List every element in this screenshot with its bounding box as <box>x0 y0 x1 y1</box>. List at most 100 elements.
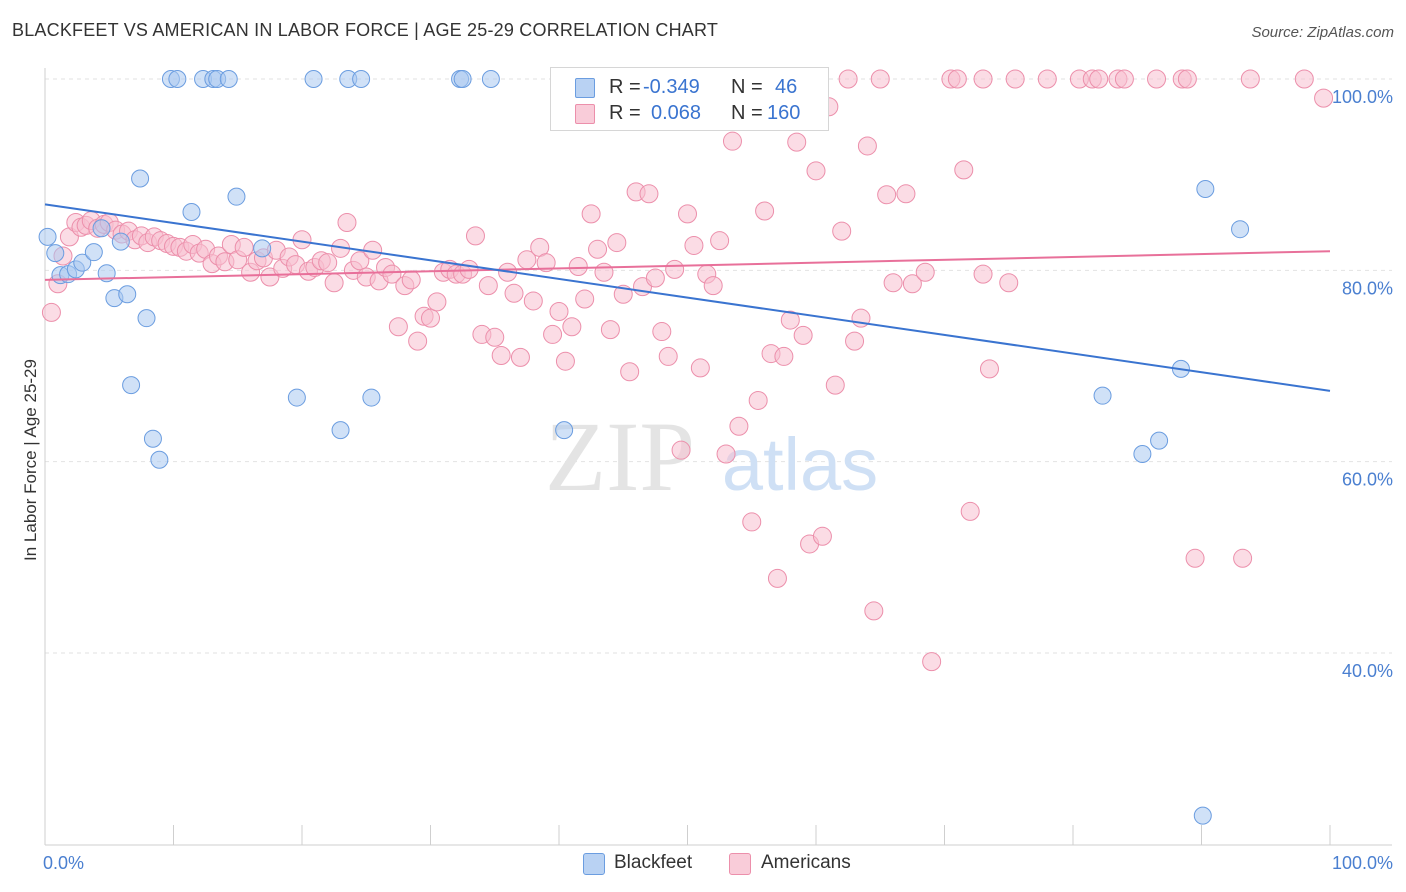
stats-legend: R = -0.349 N = 46 R = 0.068 N = 160 <box>550 67 829 131</box>
americans-point <box>954 160 974 180</box>
bottom-legend-americans: Americans <box>761 852 851 873</box>
americans-point <box>588 239 608 259</box>
blackfeet-point <box>1093 386 1112 405</box>
americans-point <box>658 346 678 366</box>
americans-point <box>960 501 980 521</box>
chart-title: BLACKFEET VS AMERICAN IN LABOR FORCE | A… <box>12 20 719 40</box>
legend-n-americans: 160 <box>767 102 801 124</box>
americans-point <box>1114 69 1134 89</box>
legend-r-americans: 0.068 <box>651 102 702 124</box>
americans-point <box>1233 548 1253 568</box>
americans-point <box>600 320 620 340</box>
blackfeet-point <box>73 253 92 272</box>
x-tick-label: 0.0% <box>43 853 84 873</box>
americans-point <box>973 264 993 284</box>
americans-point <box>832 221 852 241</box>
blackfeet-point <box>84 243 103 262</box>
blackfeet-point <box>219 70 238 88</box>
trend-lines <box>44 203 1331 392</box>
americans-point <box>41 302 61 322</box>
americans-point <box>350 251 370 271</box>
blackfeet-point <box>555 421 574 440</box>
blackfeet-point <box>122 376 141 395</box>
blackfeet-point <box>1196 180 1215 199</box>
bottom-legend-blackfeet-swatch <box>583 853 605 875</box>
americans-point <box>1177 69 1197 89</box>
americans-point <box>1294 69 1314 89</box>
americans-point <box>722 131 742 151</box>
blackfeet-point <box>168 70 187 88</box>
watermark: ZIP atlas <box>545 401 878 512</box>
americans-point <box>1147 69 1167 89</box>
americans-point <box>767 568 787 588</box>
americans-point <box>755 201 775 221</box>
legend-row-americans: R = 0.068 N = 160 <box>551 102 828 128</box>
americans-point <box>684 235 704 255</box>
americans-point <box>620 362 640 382</box>
americans-point <box>1089 69 1109 89</box>
bottom-legend-blackfeet: Blackfeet <box>614 852 693 873</box>
y-tick-label: 100.0% <box>1332 87 1393 107</box>
legend-n-label: N = <box>731 76 763 98</box>
americans-point <box>427 292 447 312</box>
blackfeet-trend-line <box>44 203 1331 392</box>
blackfeet-point <box>352 70 371 88</box>
blackfeet-point <box>481 70 500 88</box>
americans-point <box>1240 69 1260 89</box>
americans-point <box>825 375 845 395</box>
blackfeet-point <box>137 309 156 328</box>
americans-point <box>999 273 1019 293</box>
americans-point <box>780 310 800 330</box>
americans-point <box>729 416 749 436</box>
americans-point <box>716 444 736 464</box>
americans-swatch <box>575 104 595 124</box>
americans-point <box>793 325 813 345</box>
blackfeet-point <box>362 388 381 407</box>
legend-row-blackfeet: R = -0.349 N = 46 <box>551 76 828 102</box>
blackfeet-point <box>92 219 111 238</box>
americans-point <box>478 276 498 296</box>
americans-point <box>408 331 428 351</box>
americans-point <box>870 69 890 89</box>
americans-trend-line <box>44 250 1331 281</box>
americans-point <box>787 132 807 152</box>
americans-point <box>645 268 665 288</box>
americans-point <box>607 233 627 253</box>
americans-point <box>562 317 582 337</box>
watermark-atlas: atlas <box>722 423 878 506</box>
americans-point <box>703 276 723 296</box>
legend-n-label: N = <box>731 102 763 124</box>
americans-point <box>1314 88 1334 108</box>
americans-point <box>523 291 543 311</box>
blackfeet-point <box>453 70 472 88</box>
americans-point <box>710 231 730 251</box>
y-axis-title: In Labor Force | Age 25-29 <box>21 359 40 561</box>
y-tick-label: 80.0% <box>1342 278 1393 298</box>
americans-point <box>568 257 588 277</box>
americans-point <box>485 327 505 347</box>
blackfeet-point <box>38 227 57 246</box>
gridlines <box>45 78 1392 654</box>
blackfeet-point <box>253 239 272 258</box>
blackfeet-point <box>287 388 306 407</box>
blackfeet-point <box>150 450 169 469</box>
americans-point <box>465 226 485 246</box>
americans-point <box>594 262 614 282</box>
watermark-zip: ZIP <box>545 401 695 512</box>
americans-point <box>947 69 967 89</box>
americans-point <box>581 204 601 224</box>
americans-point <box>382 264 402 284</box>
americans-point <box>510 347 530 367</box>
blackfeet-point <box>143 429 162 448</box>
americans-point <box>337 213 357 232</box>
tick-labels: 40.0% 60.0% 80.0% 100.0% 0.0% 100.0% <box>43 87 1393 873</box>
legend-n-blackfeet: 46 <box>775 76 798 98</box>
americans-point <box>639 184 659 204</box>
blackfeet-point <box>1150 431 1169 450</box>
blackfeet-point <box>331 421 350 440</box>
americans-point <box>915 262 935 282</box>
americans-point <box>421 308 440 328</box>
americans-point <box>504 283 524 303</box>
americans-point <box>401 270 421 290</box>
americans-point <box>1185 548 1205 568</box>
